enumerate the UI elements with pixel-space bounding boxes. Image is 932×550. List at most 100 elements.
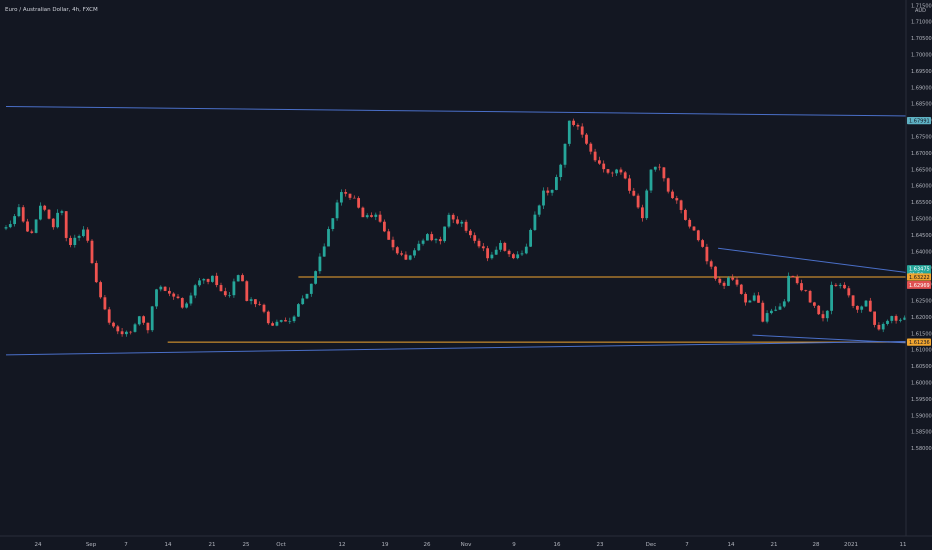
- candle-body: [297, 304, 300, 317]
- candle-body: [856, 305, 859, 310]
- candle-body: [598, 160, 601, 164]
- price-badge: [907, 281, 931, 289]
- candle-body: [258, 304, 262, 305]
- candle-body: [782, 301, 786, 307]
- candle-body: [722, 282, 726, 286]
- candle-body: [146, 322, 150, 331]
- y-tick-label: 1.66500: [911, 167, 932, 173]
- candle-body: [193, 285, 197, 296]
- candle-body: [808, 290, 812, 303]
- y-tick-label: 1.65500: [911, 200, 932, 206]
- candle-body: [886, 320, 889, 324]
- candles-layer[interactable]: [4, 118, 932, 337]
- trendline[interactable]: [718, 247, 932, 277]
- candle-body: [593, 151, 597, 161]
- candle-body: [550, 189, 554, 193]
- candle-body: [795, 277, 799, 284]
- candle-body: [185, 303, 188, 308]
- y-tick-label: 1.67500: [911, 135, 932, 141]
- candle-body: [30, 231, 34, 233]
- candle-body: [546, 190, 550, 193]
- candle-body: [4, 227, 8, 229]
- candle-body: [51, 218, 55, 228]
- candle-body: [236, 275, 240, 282]
- x-tick-label: Nov: [461, 542, 472, 548]
- candle-body: [73, 237, 77, 246]
- candle-body: [39, 205, 42, 220]
- candle-body: [765, 313, 769, 322]
- candle-body: [215, 275, 219, 286]
- candle-body: [748, 300, 752, 303]
- candle-body: [322, 246, 326, 257]
- trendline[interactable]: [5, 340, 911, 356]
- candle-body: [830, 284, 833, 311]
- price-badge: [907, 265, 931, 273]
- candle-body: [718, 278, 722, 283]
- y-tick-label: 1.67000: [911, 151, 932, 157]
- candle-body: [202, 279, 206, 281]
- y-tick-label: 1.62000: [911, 315, 932, 321]
- candle-body: [365, 215, 369, 218]
- candle-body: [241, 275, 244, 282]
- candle-body: [559, 164, 563, 178]
- trendline[interactable]: [5, 106, 932, 119]
- candle-body: [666, 178, 670, 192]
- candle-body: [94, 263, 98, 283]
- candle-body: [679, 200, 683, 210]
- x-tick-label: 21: [771, 542, 778, 548]
- candle-body: [305, 293, 309, 299]
- x-tick-label: 19: [382, 542, 389, 548]
- candle-body: [641, 207, 644, 219]
- candle-body: [107, 309, 111, 323]
- price-badge: [907, 338, 931, 346]
- candle-body: [275, 321, 279, 326]
- candle-body: [709, 261, 713, 267]
- candle-body: [671, 191, 674, 199]
- candle-body: [198, 280, 201, 286]
- candle-body: [327, 229, 330, 247]
- candle-body: [705, 246, 709, 262]
- x-tick-label: 12: [339, 542, 346, 548]
- x-tick-label: Oct: [276, 542, 286, 548]
- y-tick-label: 1.58500: [911, 430, 932, 436]
- horizontal-lines[interactable]: [167, 276, 906, 343]
- candle-body: [125, 331, 128, 335]
- candle-body: [443, 226, 446, 242]
- candle-body: [408, 255, 412, 260]
- candle-body: [903, 317, 907, 320]
- candle-body: [176, 296, 180, 299]
- y-tick-label: 1.70500: [911, 36, 932, 42]
- chart-title: Euro / Australian Dollar, 4h, FXCM: [5, 7, 98, 13]
- candle-body: [787, 275, 790, 302]
- candle-body: [628, 178, 631, 191]
- y-tick-label: 1.66000: [911, 184, 932, 190]
- candle-body: [589, 143, 593, 152]
- candle-body: [770, 310, 773, 314]
- candle-body: [309, 283, 313, 294]
- y-tick-label: 1.71500: [911, 3, 932, 9]
- trendline[interactable]: [752, 334, 932, 345]
- x-tick-label: Sep: [86, 542, 97, 548]
- candle-body: [150, 306, 154, 331]
- time-scale[interactable]: [0, 536, 932, 550]
- candle-body: [245, 281, 249, 301]
- candle-body: [211, 275, 214, 282]
- y-tick-label: 1.60000: [911, 381, 932, 387]
- y-tick-label: 1.61500: [911, 331, 932, 337]
- y-tick-label: 1.65000: [911, 217, 932, 223]
- candle-body: [481, 246, 485, 249]
- x-axis-ticks: 24 Sep 7 14 21 25 Oct 12 19 26 Nov 9 16 23 Dec 7 14 21 28 2…: [35, 542, 907, 548]
- candle-body: [791, 275, 795, 278]
- candle-body: [731, 277, 735, 280]
- trendlines[interactable]: [5, 106, 932, 356]
- candle-body: [843, 284, 846, 289]
- candle-body: [172, 293, 176, 297]
- candle-body: [800, 283, 803, 291]
- candle-body: [817, 305, 821, 315]
- candle-body: [684, 209, 687, 220]
- y-tick-label: 1.69000: [911, 85, 932, 91]
- candle-body: [813, 302, 816, 306]
- candle-body: [357, 198, 360, 208]
- price-badge-label: 1.62969: [909, 283, 930, 289]
